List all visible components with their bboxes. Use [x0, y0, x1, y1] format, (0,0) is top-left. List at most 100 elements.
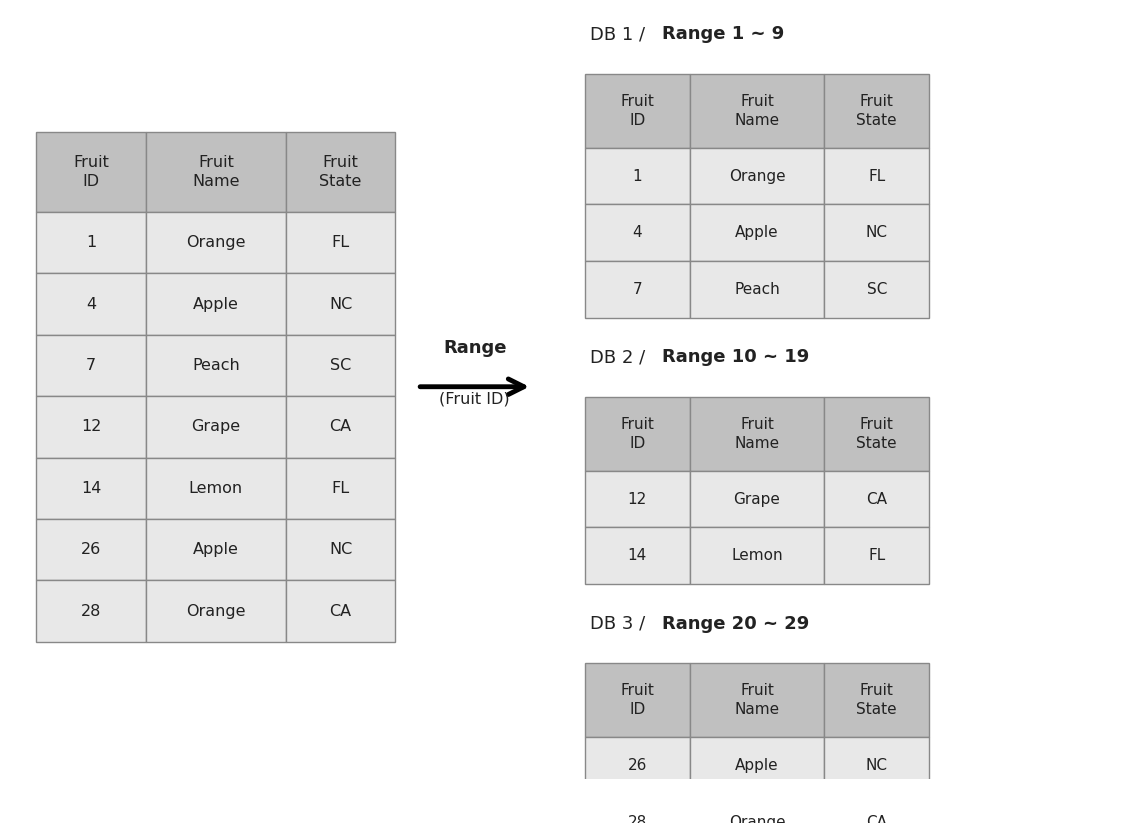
Text: Apple: Apple [735, 226, 779, 240]
Text: Fruit
Name: Fruit Name [735, 417, 780, 451]
Text: Apple: Apple [193, 542, 239, 557]
Text: Orange: Orange [728, 169, 785, 184]
Text: 28: 28 [81, 603, 101, 619]
FancyBboxPatch shape [36, 396, 146, 458]
FancyBboxPatch shape [36, 212, 146, 273]
Text: Fruit
State: Fruit State [856, 94, 896, 128]
FancyBboxPatch shape [36, 519, 146, 580]
FancyBboxPatch shape [825, 261, 929, 318]
Text: Peach: Peach [734, 282, 780, 297]
Text: CA: CA [866, 815, 888, 823]
FancyBboxPatch shape [825, 528, 929, 584]
FancyBboxPatch shape [825, 737, 929, 794]
Text: FL: FL [868, 169, 885, 184]
Text: SC: SC [866, 282, 886, 297]
Text: NC: NC [329, 296, 352, 312]
Text: Range: Range [443, 338, 506, 356]
FancyBboxPatch shape [690, 528, 825, 584]
Text: 4: 4 [86, 296, 96, 312]
Text: FL: FL [331, 235, 350, 250]
FancyBboxPatch shape [36, 335, 146, 396]
Text: CA: CA [330, 420, 351, 435]
FancyBboxPatch shape [585, 261, 690, 318]
Text: Fruit
State: Fruit State [320, 155, 361, 188]
FancyBboxPatch shape [585, 663, 690, 737]
Text: DB 2 /: DB 2 / [590, 348, 651, 366]
Text: Apple: Apple [193, 296, 239, 312]
Text: Range 1 ~ 9: Range 1 ~ 9 [662, 26, 784, 44]
FancyBboxPatch shape [286, 519, 395, 580]
FancyBboxPatch shape [585, 737, 690, 794]
Text: Orange: Orange [186, 235, 246, 250]
FancyBboxPatch shape [825, 794, 929, 823]
Text: NC: NC [866, 226, 888, 240]
FancyBboxPatch shape [286, 580, 395, 642]
FancyBboxPatch shape [146, 519, 286, 580]
Text: FL: FL [331, 481, 350, 495]
FancyBboxPatch shape [36, 132, 146, 212]
FancyBboxPatch shape [690, 794, 825, 823]
Text: FL: FL [868, 548, 885, 563]
Text: 7: 7 [633, 282, 642, 297]
Text: 28: 28 [627, 815, 647, 823]
Text: 26: 26 [81, 542, 101, 557]
FancyBboxPatch shape [286, 273, 395, 335]
FancyBboxPatch shape [286, 132, 395, 212]
FancyBboxPatch shape [146, 458, 286, 519]
Text: Fruit
State: Fruit State [856, 683, 896, 717]
Text: Orange: Orange [728, 815, 785, 823]
FancyBboxPatch shape [146, 580, 286, 642]
Text: 12: 12 [81, 420, 101, 435]
Text: Fruit
Name: Fruit Name [735, 94, 780, 128]
Text: 26: 26 [627, 758, 647, 773]
FancyBboxPatch shape [146, 335, 286, 396]
Text: 7: 7 [86, 358, 96, 373]
Text: NC: NC [329, 542, 352, 557]
FancyBboxPatch shape [825, 148, 929, 204]
FancyBboxPatch shape [146, 132, 286, 212]
FancyBboxPatch shape [825, 204, 929, 261]
FancyBboxPatch shape [585, 794, 690, 823]
Text: Orange: Orange [186, 603, 246, 619]
FancyBboxPatch shape [36, 458, 146, 519]
Text: SC: SC [330, 358, 351, 373]
FancyBboxPatch shape [690, 398, 825, 471]
FancyBboxPatch shape [286, 212, 395, 273]
Text: Lemon: Lemon [188, 481, 243, 495]
Text: Grape: Grape [191, 420, 240, 435]
Text: Fruit
ID: Fruit ID [620, 683, 654, 717]
FancyBboxPatch shape [36, 580, 146, 642]
FancyBboxPatch shape [825, 398, 929, 471]
Text: Lemon: Lemon [732, 548, 783, 563]
FancyBboxPatch shape [286, 458, 395, 519]
FancyBboxPatch shape [825, 74, 929, 148]
FancyBboxPatch shape [690, 663, 825, 737]
Text: Fruit
Name: Fruit Name [735, 683, 780, 717]
FancyBboxPatch shape [585, 74, 690, 148]
Text: NC: NC [866, 758, 888, 773]
FancyBboxPatch shape [690, 204, 825, 261]
Text: Fruit
ID: Fruit ID [73, 155, 109, 188]
Text: Range 20 ~ 29: Range 20 ~ 29 [662, 615, 809, 633]
FancyBboxPatch shape [36, 273, 146, 335]
Text: 4: 4 [633, 226, 642, 240]
FancyBboxPatch shape [585, 471, 690, 528]
Text: Fruit
Name: Fruit Name [192, 155, 240, 188]
FancyBboxPatch shape [690, 737, 825, 794]
FancyBboxPatch shape [585, 398, 690, 471]
Text: DB 1 /: DB 1 / [590, 26, 651, 44]
Text: CA: CA [866, 491, 888, 507]
Text: Fruit
State: Fruit State [856, 417, 896, 451]
FancyBboxPatch shape [825, 471, 929, 528]
FancyBboxPatch shape [146, 273, 286, 335]
FancyBboxPatch shape [690, 471, 825, 528]
Text: 12: 12 [627, 491, 647, 507]
FancyBboxPatch shape [690, 74, 825, 148]
FancyBboxPatch shape [146, 212, 286, 273]
FancyBboxPatch shape [286, 396, 395, 458]
FancyBboxPatch shape [825, 663, 929, 737]
Text: 1: 1 [633, 169, 642, 184]
Text: Fruit
ID: Fruit ID [620, 417, 654, 451]
FancyBboxPatch shape [585, 148, 690, 204]
Text: DB 3 /: DB 3 / [590, 615, 651, 633]
